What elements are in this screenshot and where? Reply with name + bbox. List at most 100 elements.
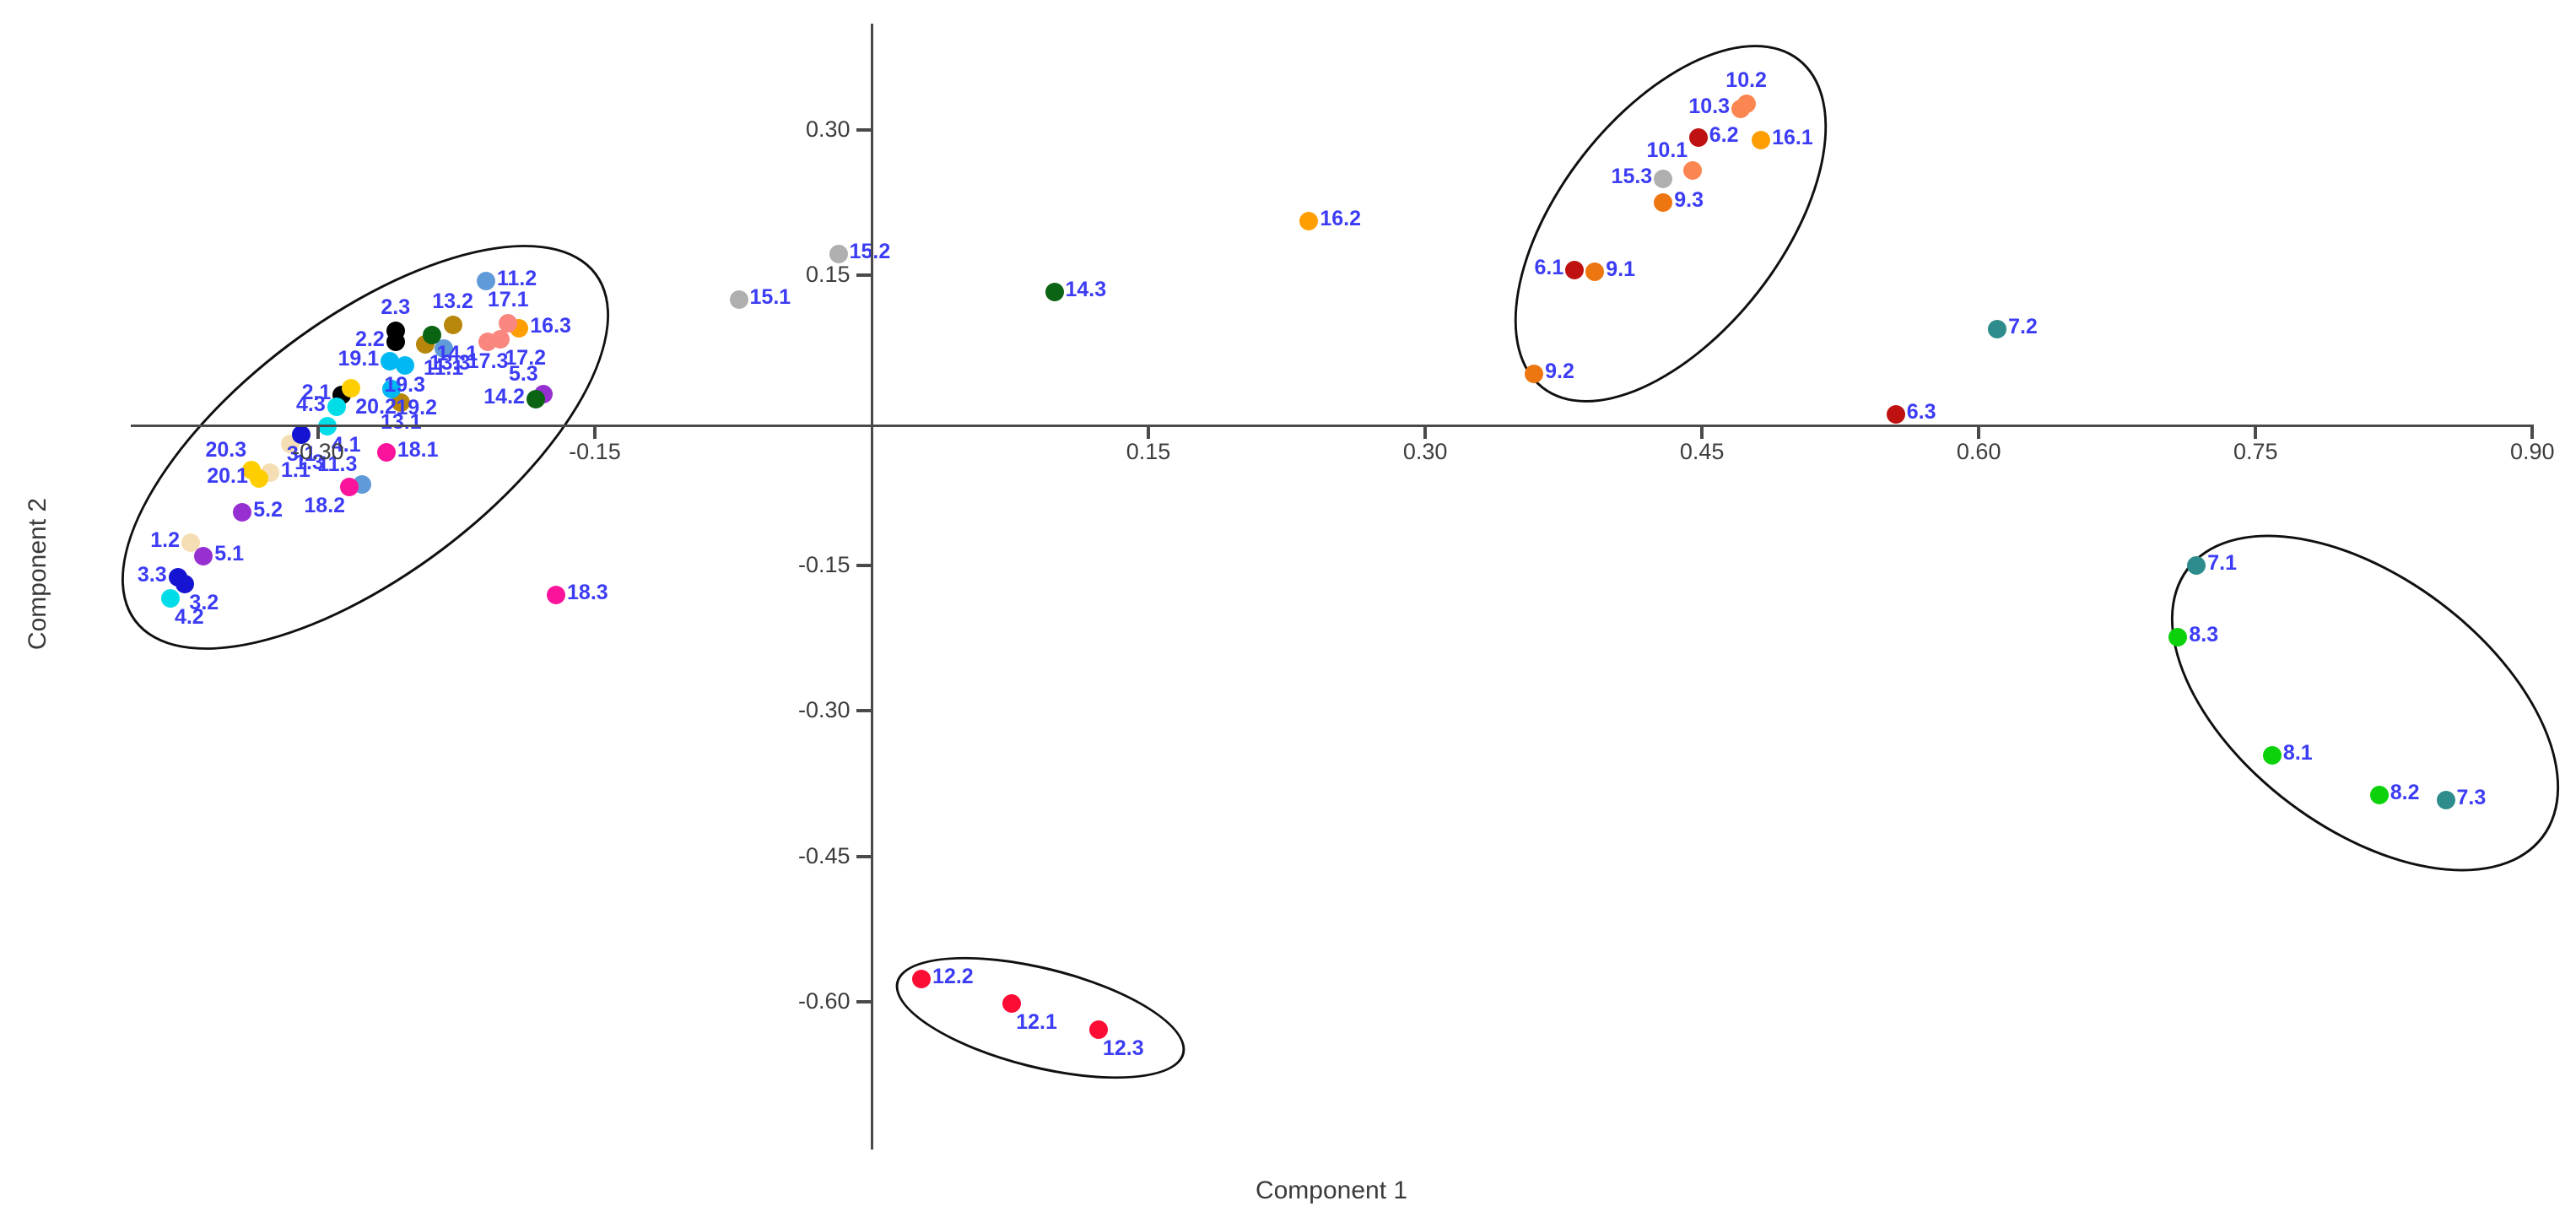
point-label: 17.1 [487,288,529,312]
y-tick-label: 0.30 [805,116,851,142]
x-tick-mark [1147,424,1151,439]
data-point [499,314,518,333]
data-point [340,478,359,497]
point-label: 13.3 [429,351,471,376]
x-tick-label: 0.30 [1402,439,1448,464]
point-label: 7.3 [2456,786,2487,810]
x-tick-mark [592,424,597,439]
point-label: 6.1 [1534,256,1564,280]
point-label: 1.3 [294,450,324,474]
point-label: 16.1 [1772,126,1813,150]
data-point [342,379,361,398]
y-tick-label: -0.30 [797,697,851,723]
data-point [194,546,213,565]
x-tick-label: -0.15 [569,439,621,464]
x-axis-line [131,424,2534,427]
point-label: 5.2 [253,498,283,522]
x-tick-label: 0.45 [1679,439,1725,464]
point-label: 15.1 [749,284,791,309]
point-label: 3.2 [189,591,219,614]
data-point [434,339,453,359]
point-label: 3.3 [137,562,167,587]
point-label: 11.2 [496,266,537,290]
data-point [729,289,748,309]
point-label: 5.3 [508,362,538,386]
point-label: 10.3 [1688,95,1731,119]
data-point [2262,746,2282,765]
point-label: 9.1 [1606,257,1636,282]
data-point [1688,127,1708,147]
data-point [376,442,396,462]
x-axis-title: Component 1 [1255,1177,1408,1204]
point-label: 14.1 [436,341,478,365]
point-label: 8.3 [2189,623,2219,647]
y-tick-label: -0.45 [797,842,851,868]
point-label: 20.2 [355,395,397,419]
x-tick-mark [1423,424,1428,439]
data-point [1683,160,1703,180]
data-point [1731,100,1751,119]
y-tick-label: -0.15 [797,552,851,578]
data-point [1299,211,1319,230]
x-tick-label: 0.15 [1126,439,1171,464]
data-point [392,393,411,413]
x-tick-label: 0.60 [1956,439,2001,464]
point-label: 14.3 [1065,278,1107,302]
x-tick-mark [2254,424,2258,439]
point-label: 17.3 [467,349,509,373]
y-tick-label: -0.60 [797,987,851,1014]
point-label: 12.2 [932,965,974,989]
point-label: 9.2 [1545,359,1574,383]
point-label: 19.1 [338,346,380,371]
data-point [1525,364,1544,383]
data-point [1654,170,1673,189]
point-label: 2.3 [381,295,411,320]
x-tick-mark [1977,424,1981,439]
data-point [1988,320,2007,339]
data-point [395,355,414,375]
point-label: 10.1 [1646,138,1688,162]
data-point [381,351,400,371]
y-tick-label: 0.15 [805,261,851,287]
data-point [829,244,848,263]
y-axis-title: Component 2 [24,497,51,651]
data-point [233,503,252,522]
point-label: 14.2 [483,384,525,408]
data-point [1752,131,1771,150]
point-label: 4.2 [174,605,204,630]
point-label: 6.3 [1906,400,1936,425]
data-point [292,425,311,445]
point-label: 20.1 [207,463,248,488]
data-point [1585,262,1605,282]
point-label: 9.3 [1674,187,1704,212]
point-label: 11.3 [317,452,358,476]
point-label: 10.2 [1725,68,1767,92]
point-label: 12.3 [1103,1036,1144,1061]
y-tick-mark [856,127,871,132]
point-label: 11.1 [423,356,464,381]
data-point [478,333,498,351]
data-point [443,316,462,335]
point-label: 6.2 [1709,122,1739,147]
y-tick-mark [856,854,871,858]
point-label: 1.1 [281,457,311,482]
point-label: 7.2 [2008,315,2038,339]
data-point [1002,994,1022,1014]
data-point [526,389,545,408]
point-label: 19.2 [396,396,438,420]
point-label: 18.2 [304,494,346,518]
point-label: 8.2 [2390,781,2420,805]
data-point [1886,405,1905,425]
data-point [386,322,405,341]
point-label: 3.1 [286,442,316,467]
y-tick-mark [856,999,871,1003]
point-label: 2.2 [354,327,385,351]
data-point [327,397,346,416]
data-point [1089,1020,1108,1040]
point-label: 15.3 [1611,165,1653,189]
point-label: 1.2 [150,527,180,552]
